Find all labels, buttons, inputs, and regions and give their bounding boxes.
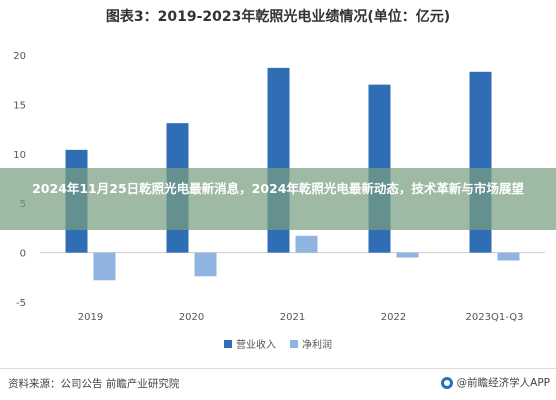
legend-swatch-net-profit (290, 339, 298, 348)
chart-title: 图表3：2019-2023年乾照光电业绩情况(单位：亿元) (105, 9, 451, 25)
legend-label-net-profit: 净利润 (302, 340, 332, 351)
source-note: 资料来源：公司公告 前瞻产业研究院 (8, 378, 180, 390)
y-tick-label: 15 (13, 100, 26, 111)
bar-net-profit (396, 252, 419, 258)
x-tick-label: 2021 (280, 312, 305, 323)
chart-legend: 营业收入 净利润 (0, 336, 556, 351)
footer: 资料来源：公司公告 前瞻产业研究院 @前瞻经济学人APP (0, 368, 556, 400)
bar-net-profit (194, 252, 217, 277)
brand-name: @前瞻经济学人APP (456, 377, 550, 389)
bar-net-profit (93, 252, 116, 281)
y-tick-label: 20 (13, 51, 26, 62)
y-tick-label: 10 (13, 150, 26, 161)
x-tick-label: 2019 (78, 312, 103, 323)
x-tick-label: 2022 (381, 312, 406, 323)
y-tick-label: -5 (16, 298, 26, 309)
y-tick-label: 0 (20, 249, 26, 260)
brand-logo-icon (440, 376, 453, 389)
legend-item-revenue: 营业收入 (224, 336, 276, 351)
bar-net-profit (497, 252, 520, 261)
x-tick-label: 2020 (179, 312, 204, 323)
legend-item-net-profit: 净利润 (290, 336, 332, 351)
news-headline-banner[interactable]: 2024年11月25日乾照光电最新消息，2024年乾照光电最新动态，技术革新与市… (0, 168, 556, 230)
bar-net-profit (295, 235, 318, 253)
legend-label-revenue: 营业收入 (236, 340, 276, 351)
legend-swatch-revenue (224, 339, 232, 348)
brand: @前瞻经济学人APP (440, 375, 550, 390)
x-tick-label: 2023Q1-Q3 (466, 312, 524, 323)
